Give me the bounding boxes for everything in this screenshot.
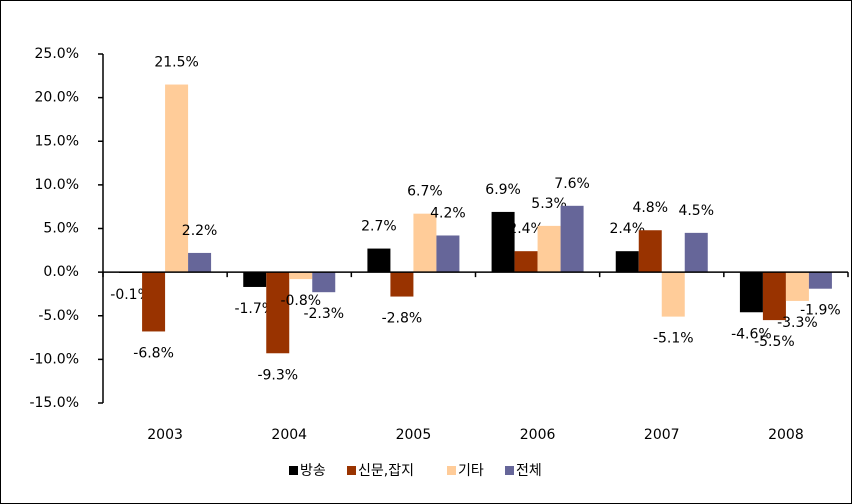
data-label: 6.9% bbox=[485, 182, 521, 198]
data-label: -1.7% bbox=[234, 301, 275, 317]
data-label: -2.3% bbox=[303, 306, 344, 322]
bar bbox=[684, 232, 708, 273]
bar bbox=[491, 211, 515, 273]
data-label: 4.8% bbox=[632, 200, 668, 216]
legend-label: 방송 bbox=[300, 463, 326, 479]
data-label: -5.1% bbox=[653, 331, 694, 347]
legend-label: 전체 bbox=[516, 463, 542, 479]
data-label: -0.8% bbox=[280, 293, 321, 309]
x-tick-label: 2005 bbox=[396, 427, 432, 443]
data-label: -0.1% bbox=[110, 287, 151, 303]
data-label: 4.5% bbox=[678, 203, 714, 219]
bar bbox=[661, 272, 685, 317]
bar bbox=[312, 272, 336, 293]
data-label: 7.6% bbox=[554, 176, 590, 192]
data-label: -1.9% bbox=[800, 303, 841, 319]
data-label: 6.7% bbox=[407, 184, 443, 200]
y-tick-label: 20.0% bbox=[35, 90, 79, 106]
bar bbox=[413, 213, 437, 273]
data-label: -5.5% bbox=[754, 334, 795, 350]
bar bbox=[762, 272, 786, 321]
legend-swatch bbox=[447, 466, 456, 475]
data-label: -3.3% bbox=[777, 315, 818, 331]
y-tick-label: 25.0% bbox=[35, 46, 79, 62]
y-tick-label: 5.0% bbox=[43, 221, 79, 237]
data-label: 2.4% bbox=[508, 221, 544, 237]
data-label: -9.3% bbox=[257, 367, 298, 383]
x-tick-label: 2006 bbox=[520, 427, 556, 443]
bar bbox=[537, 225, 561, 273]
bar bbox=[739, 272, 763, 313]
x-tick-label: 2008 bbox=[768, 427, 804, 443]
bar bbox=[289, 272, 313, 280]
x-tick-label: 2007 bbox=[644, 427, 680, 443]
y-tick-label: -5.0% bbox=[38, 308, 79, 324]
data-label: 4.2% bbox=[430, 205, 466, 221]
bar bbox=[514, 251, 538, 273]
bar bbox=[188, 252, 212, 273]
data-label: 21.5% bbox=[154, 55, 198, 71]
bar bbox=[165, 84, 189, 273]
legend-swatch bbox=[289, 466, 298, 475]
y-tick-label: -15.0% bbox=[29, 395, 79, 411]
legend-swatch bbox=[505, 466, 514, 475]
y-tick-label: 15.0% bbox=[35, 133, 79, 149]
data-label: 2.2% bbox=[182, 223, 218, 239]
bar bbox=[808, 272, 832, 289]
bar bbox=[367, 248, 391, 273]
bar bbox=[243, 272, 267, 287]
bar bbox=[142, 272, 166, 332]
data-label: 2.7% bbox=[361, 219, 397, 235]
x-tick-label: 2004 bbox=[271, 427, 307, 443]
bar bbox=[785, 272, 809, 301]
data-label: -2.8% bbox=[382, 311, 423, 327]
bar bbox=[436, 235, 460, 273]
y-tick-label: -10.0% bbox=[29, 351, 79, 367]
bar bbox=[638, 230, 662, 273]
legend-label: 신문,잡지 bbox=[358, 463, 414, 479]
legend-swatch bbox=[347, 466, 356, 475]
x-tick-label: 2003 bbox=[147, 427, 183, 443]
bar bbox=[560, 205, 584, 273]
data-label: -6.8% bbox=[133, 345, 174, 361]
y-tick-label: 0.0% bbox=[43, 264, 79, 280]
bar bbox=[615, 251, 639, 273]
data-label: 2.4% bbox=[609, 221, 645, 237]
bar bbox=[390, 272, 414, 297]
legend-label: 기타 bbox=[458, 463, 484, 479]
y-tick-label: 10.0% bbox=[35, 177, 79, 193]
data-label: -4.6% bbox=[731, 326, 772, 342]
data-label: 5.3% bbox=[531, 196, 567, 212]
bar bbox=[266, 272, 290, 354]
